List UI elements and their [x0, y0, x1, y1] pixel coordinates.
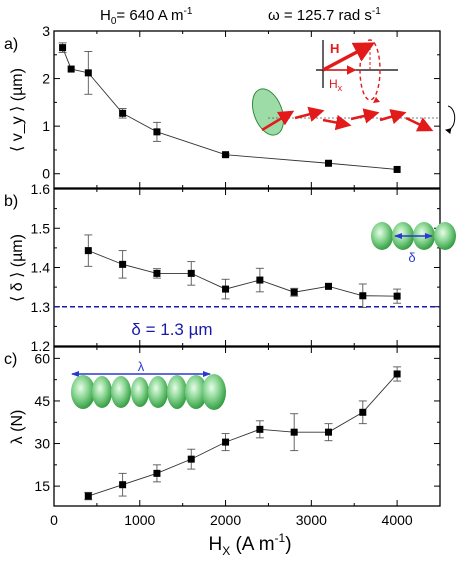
data-point	[187, 269, 195, 277]
moment-arrow-1	[261, 110, 295, 132]
panel-c-label: c)	[4, 351, 17, 368]
reference-line-label: δ = 1.3 µm	[131, 320, 212, 339]
moment-arrow-6	[405, 116, 434, 132]
rolling-chain-inset	[251, 88, 456, 136]
data-point	[256, 276, 264, 284]
chain-particle	[92, 376, 112, 408]
data-point	[324, 428, 332, 436]
data-point	[222, 285, 230, 293]
data-point	[324, 159, 332, 167]
field-hx-label: Hx	[329, 77, 343, 93]
spacing-particle-1	[371, 222, 393, 250]
particle-spacing-inset: δ	[371, 222, 456, 265]
chain-wavelength-inset: λ	[71, 359, 226, 410]
panel-c-wavelength: 15 30 45 60 0 1000 2000 3000 4000	[34, 346, 441, 528]
data-point	[119, 260, 127, 268]
field-vector-arrow	[322, 42, 376, 72]
y-tick-label: 45	[34, 393, 50, 409]
data-point	[67, 65, 75, 73]
data-point	[153, 469, 161, 477]
data-point	[324, 282, 332, 290]
y-tick-label: 2	[42, 71, 50, 87]
series-line	[88, 250, 398, 297]
rotation-direction-icon	[373, 97, 380, 103]
data-point	[290, 288, 298, 296]
y-tick-label: 1.5	[31, 220, 51, 236]
data-point	[393, 292, 401, 300]
x-tick-label: 4000	[382, 512, 413, 528]
chain-particle	[131, 377, 149, 407]
rotating-field-ellipse	[359, 39, 381, 101]
data-point	[256, 425, 264, 433]
data-point	[393, 370, 401, 378]
data-point	[153, 269, 161, 277]
chain-particle	[111, 376, 131, 408]
panel-b-spacing: 1.2 1.3 1.4 1.5 1.6 δ = 1.3 µm	[31, 181, 441, 354]
chain-particle	[185, 375, 207, 409]
spacing-delta-label: δ	[408, 250, 415, 265]
y-tick-label: 1.4	[31, 260, 51, 276]
y-tick-label: 1	[42, 118, 50, 134]
y-tick-label: 1.3	[31, 299, 51, 315]
plot-frame	[53, 346, 441, 507]
panel-a-ylabel: ⟨ v_y ⟩ (µm)	[9, 68, 26, 152]
moment-arrow-3	[322, 114, 352, 131]
spacing-particle-4	[434, 222, 456, 250]
chain-rotation-icon	[445, 105, 456, 134]
data-point	[84, 69, 92, 77]
moment-arrow-4	[350, 108, 380, 124]
data-point	[187, 455, 195, 463]
series-line	[88, 373, 398, 497]
chain-particle	[148, 376, 168, 408]
y-tick-label: 3	[42, 23, 50, 39]
y-tick-label: 15	[34, 478, 50, 494]
wavelength-lambda-label: λ	[138, 359, 145, 374]
y-tick-label: 1.2	[31, 338, 51, 354]
y-tick-label: 1.6	[31, 181, 51, 197]
plot-frame	[53, 188, 441, 347]
x-tick-label: 3000	[296, 512, 327, 528]
data-point	[84, 247, 92, 255]
y-tick-label: 30	[34, 436, 50, 452]
data-point	[222, 151, 230, 159]
x-tick-label: 0	[50, 512, 58, 528]
data-point	[59, 44, 67, 52]
data-point	[359, 408, 367, 416]
x-tick-label: 1000	[124, 512, 155, 528]
plot-frame	[53, 30, 441, 189]
field-amplitude-label: H0= 640 A m-1	[100, 6, 193, 27]
panel-b-label: b)	[4, 193, 18, 210]
data-point	[359, 292, 367, 300]
y-tick-label: 0	[42, 166, 50, 182]
chain-particle	[167, 375, 187, 409]
field-schematic-inset: H Hx	[316, 39, 398, 103]
panel-b-ylabel: ⟨ δ ⟩ (µm)	[9, 234, 26, 302]
field-h-label: H	[330, 41, 339, 56]
data-point	[84, 492, 92, 500]
x-tick-label: 2000	[210, 512, 241, 528]
data-point	[393, 165, 401, 173]
panel-a-velocity: 0 1 2 3	[42, 23, 441, 189]
chain-particle	[71, 375, 95, 409]
rolling-particle-icon	[251, 88, 285, 136]
data-point	[119, 481, 127, 489]
y-tick-label: 60	[34, 350, 50, 366]
moment-arrow-5	[379, 109, 407, 125]
data-point	[222, 438, 230, 446]
x-axis-label: HX (A m-1)	[208, 531, 291, 558]
panel-a-label: a)	[4, 36, 18, 53]
data-point	[153, 128, 161, 136]
panel-c-ylabel: λ (N)	[9, 410, 26, 445]
chain-particle	[202, 374, 226, 410]
moment-arrow-2	[294, 106, 325, 122]
angular-frequency-label: ω = 125.7 rad s-1	[268, 6, 381, 24]
data-point	[119, 109, 127, 117]
data-point	[290, 428, 298, 436]
series-line	[62, 47, 398, 170]
